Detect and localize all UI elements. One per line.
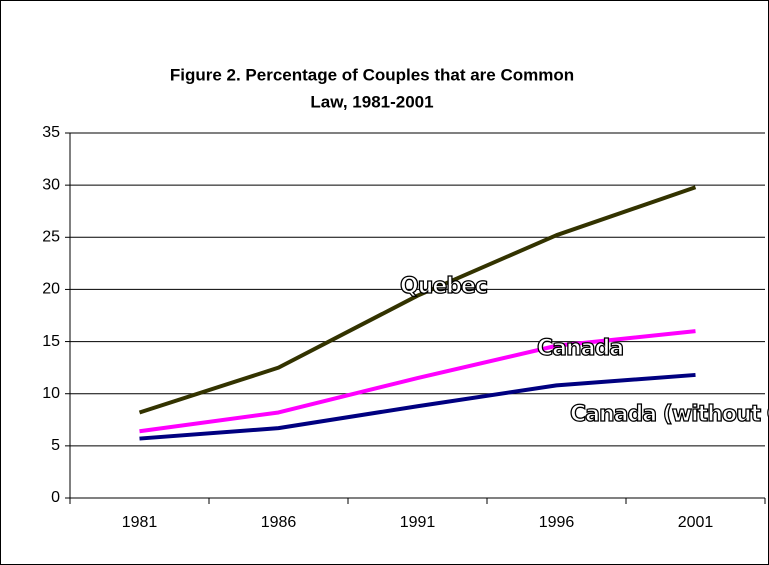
x-tick-label: 1991	[400, 514, 436, 531]
x-tick-label: 2001	[678, 514, 714, 531]
series-line	[139, 372, 696, 441]
x-tick-label: 1996	[539, 514, 575, 531]
y-tick-label: 20	[42, 281, 60, 298]
series-line	[139, 329, 696, 434]
y-tick-label: 30	[42, 176, 60, 193]
chart-title: Figure 2. Percentage of Couples that are…	[170, 65, 574, 84]
y-tick-label: 15	[42, 333, 60, 350]
x-tick-label: 1981	[122, 514, 158, 531]
series-line	[138, 185, 697, 415]
series-label: Canada (without Quebec)	[570, 402, 769, 427]
x-tick-label: 1986	[261, 514, 297, 531]
y-tick-label: 25	[42, 229, 60, 246]
series-label: Quebec	[400, 274, 487, 299]
series-label: Canada	[537, 336, 623, 361]
y-tick-label: 10	[42, 385, 60, 402]
y-tick-label: 0	[51, 489, 60, 506]
y-tick-label: 5	[51, 437, 60, 454]
chart-title: Law, 1981-2001	[310, 92, 433, 111]
y-tick-label: 35	[42, 124, 60, 141]
